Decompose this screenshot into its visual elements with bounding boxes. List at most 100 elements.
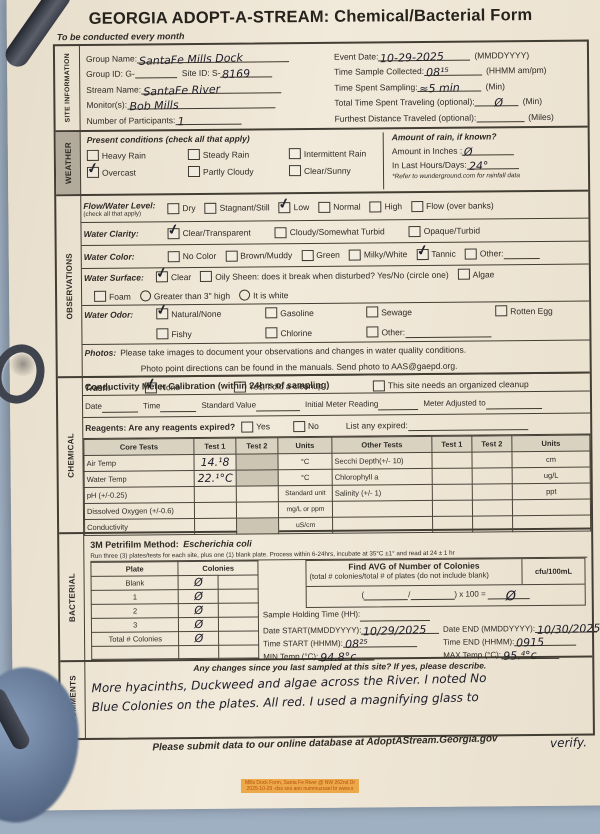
checkbox-icon — [464, 248, 477, 260]
checkbox-option: Opaque/Turbid — [408, 225, 480, 237]
photo-caption: Mills Dock Form, Santa Fe River @ NW 262… — [240, 779, 360, 793]
circle-icon — [239, 289, 251, 301]
section-chemical: CHEMICAL Conductivity Meter Calibration … — [57, 373, 592, 536]
field-time-collected: Time Sample Collected: 08¹⁵ (HHMM am/pm) — [334, 63, 547, 80]
circle-icon — [139, 290, 151, 302]
avg-title-cell: Find AVG of Number of Colonies (total # … — [306, 559, 523, 586]
checkbox-option: Stagnant/Still — [204, 202, 270, 214]
table-row: Total # Colonies Ø — [91, 630, 259, 646]
checkbox-option: Brown/Muddy — [225, 250, 292, 262]
checkbox-option: Natural/None — [156, 308, 256, 320]
checkbox-option: Flow (over banks) — [411, 200, 494, 212]
checkbox-icon — [292, 420, 306, 432]
checkbox-option: Oily Sheen: does it break when disturbed… — [200, 269, 449, 282]
checkbox-option: Other: — [464, 246, 540, 260]
avg-formula-row: (/) x 100 = Ø — [306, 583, 585, 604]
checkbox-option: Green — [301, 249, 340, 261]
side-label-weather: WEATHER — [55, 131, 82, 195]
checkmark-icon — [86, 166, 100, 178]
checkbox-option: Gasoline — [265, 307, 357, 319]
row-water-surface: Water Surface: Clear Oily Sheen: does it… — [81, 264, 590, 306]
side-label-site: SITE INFORMATION — [54, 45, 81, 131]
checkmark-icon — [416, 248, 429, 260]
checkbox-icon — [288, 148, 301, 160]
page-subtitle: To be conducted every month — [56, 31, 185, 43]
side-label-bacterial: BACTERIAL — [59, 533, 86, 661]
checkbox-icon — [187, 148, 200, 161]
checkbox-icon — [274, 226, 287, 238]
section-observations: OBSERVATIONS Flow/Water Level: (check all… — [56, 191, 590, 393]
checkbox-option: Dry — [167, 202, 196, 214]
checkbox-option: Normal — [318, 201, 361, 213]
amount-of-rain: Amount of rain, if known? Amount in Inch… — [384, 131, 584, 190]
section-site-information: SITE INFORMATION Group Name: SantaFe Mill… — [54, 41, 588, 133]
side-label-chemical: CHEMICAL — [57, 377, 85, 533]
checkbox-icon — [167, 202, 180, 214]
checkbox-icon — [204, 202, 217, 214]
row-water-odor: Water Odor: Natural/None Gasoline Sewage… — [82, 301, 590, 345]
checkbox-option: Sewage — [366, 306, 486, 318]
checkbox-icon — [301, 249, 314, 261]
checkbox-option: Partly Cloudy — [187, 165, 280, 178]
checkbox-icon — [348, 249, 361, 261]
field-distance: Furthest Distance Traveled (optional): (M… — [334, 109, 554, 124]
checkbox-icon — [156, 328, 169, 340]
checkbox-icon — [241, 420, 254, 433]
checkbox-option: Milky/White — [348, 249, 408, 261]
checkmark-icon — [156, 308, 169, 320]
checkbox-icon — [265, 327, 278, 339]
checkbox-option: Cloudy/Somewhat Turbid — [274, 226, 385, 238]
checkbox-icon — [457, 268, 470, 280]
checkbox-option: Chlorine — [265, 327, 357, 339]
field-date-start: Date START(MMDDYYYY): 10/29/2025 — [263, 621, 440, 638]
circle-option: Greater than 3" high — [139, 290, 230, 302]
section-comments: COMMENTS Any changes since you last samp… — [60, 658, 593, 750]
checkbox-option: Steady Rain — [187, 148, 280, 161]
checkbox-icon — [167, 250, 180, 262]
checkbox-icon — [369, 200, 382, 212]
checkbox-option: Foam — [94, 290, 131, 302]
page-title: GEORGIA ADOPT-A-STREAM: Chemical/Bacteri… — [88, 6, 533, 28]
checkbox-icon — [366, 306, 379, 318]
form-body: SITE INFORMATION Group Name: SantaFe Mill… — [52, 39, 600, 750]
site-left-column: Group Name: SantaFe Mills Dock Group ID: … — [86, 46, 335, 128]
checkbox-option: Other: — [366, 325, 492, 338]
checkbox-option: Algae — [457, 268, 495, 280]
checkbox-option: Overcast — [86, 166, 179, 178]
checkbox-option: Intermittent Rain — [288, 148, 366, 160]
side-label-observations: OBSERVATIONS — [56, 195, 83, 377]
checkbox-option: Low — [278, 201, 310, 213]
field-rain-last: In Last Hours/Days: 24° — [392, 155, 584, 173]
section-bacterial: BACTERIAL 3M Petrifilm Method: Escherich… — [59, 529, 600, 664]
binder-hole — [8, 352, 38, 376]
circle-option: It is white — [239, 289, 289, 301]
checkbox-option: Clear — [155, 271, 191, 283]
checkbox-option: High — [369, 200, 403, 212]
row-photos: Photos: Please take images to document y… — [82, 340, 590, 378]
checkbox-option: Fishy — [156, 328, 256, 340]
present-conditions: Present conditions (check all that apply… — [86, 132, 385, 192]
checkbox-option: Clear/Transparent — [167, 227, 251, 239]
field-date-end: Date END (MMDDYYYY): 10/30/2025 — [442, 620, 600, 637]
cfu-unit-cell: cfu/100mL — [534, 566, 573, 576]
section-weather: WEATHER Present conditions (check all th… — [55, 127, 589, 197]
checkmark-icon — [155, 271, 168, 283]
table-row: Blank Ø — [91, 574, 259, 590]
checkbox-option: No — [292, 420, 319, 432]
field-holding-time: Sample Holding Time (HH): — [263, 608, 431, 622]
core-tests-table: Core Tests Test 1 Test 2 Units Other Tests Te… — [83, 435, 591, 536]
checkmark-icon — [278, 201, 291, 213]
wunderground-note: *Refer to wunderground.com for rainfall … — [392, 172, 520, 181]
checkbox-icon — [265, 307, 278, 319]
checkbox-option: No Color — [167, 250, 217, 262]
checkbox-icon — [200, 270, 213, 282]
paper-sheet: GEORGIA ADOPT-A-STREAM: Chemical/Bacteri… — [6, 0, 600, 811]
checkbox-option: Tannic — [416, 248, 456, 260]
site-right-column: Event Date: 10-29-2025 (MMDDYYYY) Time Sam… — [334, 44, 584, 126]
checkbox-option: Heavy Rain — [86, 149, 179, 161]
checkbox-icon — [366, 326, 379, 338]
